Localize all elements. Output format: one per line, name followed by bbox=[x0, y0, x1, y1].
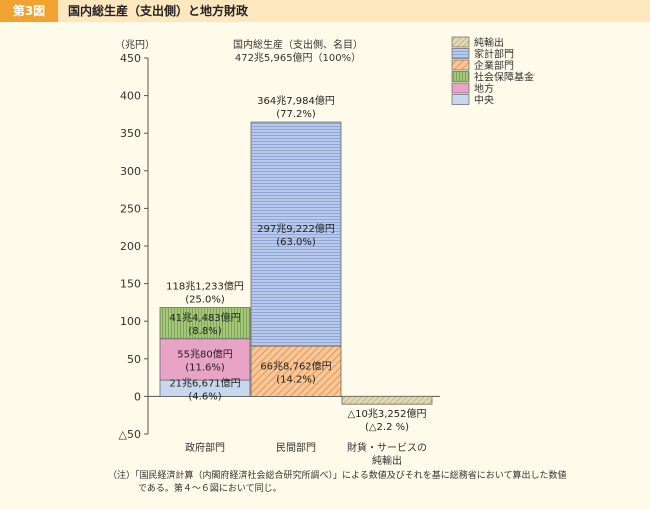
segment-value-label: 21兆6,671億円 bbox=[169, 376, 240, 389]
legend-swatch-純輸出 bbox=[451, 36, 470, 48]
y-tick-label: 400 bbox=[120, 90, 141, 103]
y-tick-label: 450 bbox=[120, 52, 141, 65]
legend-label: 企業部門 bbox=[474, 59, 514, 72]
y-tick-label: 150 bbox=[120, 278, 141, 291]
legend-label: 純輸出 bbox=[474, 36, 504, 49]
legend-swatch-社会保障基金 bbox=[451, 71, 470, 82]
gdp-value: 472兆5,965億円（100%） bbox=[235, 51, 361, 64]
segment-value-label: 41兆4,483億円 bbox=[169, 311, 240, 324]
footnote-line-2: である。第４～６図において同じ。 bbox=[138, 484, 282, 494]
legend-swatch-企業部門 bbox=[451, 59, 470, 71]
bar-segment-社会保障基金 bbox=[159, 307, 251, 340]
bar-total-percent-label: (77.2%) bbox=[276, 109, 316, 120]
segment-percent-label: (4.6%) bbox=[188, 391, 221, 402]
y-tick-label: 100 bbox=[120, 315, 141, 328]
bar-total-value-label: 118兆1,233億円 bbox=[166, 280, 244, 293]
header-bar: 第3図 国内総生産（支出側）と地方財政 bbox=[0, 0, 650, 22]
y-axis-unit-label: （兆円） bbox=[115, 39, 155, 51]
y-tick-label: △50 bbox=[119, 428, 141, 441]
x-category-label-line2: 純輸出 bbox=[372, 454, 402, 467]
footnote-line-1: （注）「国民経済計算（内閣府経済社会総合研究所調べ）」による数値及びそれを基に総… bbox=[108, 471, 567, 481]
bar-segment-家計部門 bbox=[250, 121, 342, 347]
bar-total-value-label: 364兆7,984億円 bbox=[257, 94, 335, 107]
x-category-label: 民間部門 bbox=[276, 441, 316, 454]
bar-segment-企業部門 bbox=[250, 345, 342, 397]
gdp-title: 国内総生産（支出側、名目） bbox=[233, 38, 363, 51]
legend-label: 地方 bbox=[474, 82, 494, 95]
y-tick-label: 200 bbox=[120, 240, 141, 253]
bar-total-percent-label: (25.0%) bbox=[185, 295, 225, 306]
bar-segment-地方 bbox=[159, 338, 251, 381]
figure-title: 国内総生産（支出側）と地方財政 bbox=[68, 4, 249, 18]
y-tick-label: 50 bbox=[127, 353, 141, 366]
segment-value-label: 66兆8,762億円 bbox=[260, 359, 331, 372]
legend-swatch-中央 bbox=[451, 94, 470, 105]
bar-total-value-label: △10兆3,252億円 bbox=[347, 407, 426, 420]
figure-number-badge: 第3図 bbox=[0, 0, 58, 22]
bar-total-percent-label: (△2.2 %) bbox=[365, 422, 409, 433]
segment-value-label: 297兆9,222億円 bbox=[257, 222, 335, 235]
footnote: （注）「国民経済計算（内閣府経済社会総合研究所調べ）」による数値及びそれを基に総… bbox=[108, 470, 638, 496]
segment-percent-label: (8.8%) bbox=[188, 326, 221, 337]
segment-percent-label: (63.0%) bbox=[276, 237, 316, 248]
legend-label: 社会保障基金 bbox=[474, 71, 534, 84]
y-tick-label: 0 bbox=[134, 390, 141, 403]
segment-value-label: 55兆80億円 bbox=[177, 347, 232, 360]
x-category-label: 政府部門 bbox=[185, 441, 225, 454]
bar-segment-純輸出 bbox=[341, 395, 433, 405]
legend-label: 中央 bbox=[474, 94, 494, 107]
y-tick-label: 300 bbox=[120, 165, 141, 178]
segment-percent-label: (11.6%) bbox=[185, 362, 225, 373]
legend-label: 家計部門 bbox=[474, 48, 514, 61]
legend-swatch-家計部門 bbox=[451, 48, 470, 59]
segment-percent-label: (14.2%) bbox=[276, 374, 316, 385]
y-tick-label: 250 bbox=[120, 202, 141, 215]
legend-swatch-地方 bbox=[451, 82, 470, 94]
y-tick-label: 350 bbox=[120, 127, 141, 140]
x-category-label: 財貨・サービスの bbox=[347, 441, 427, 454]
